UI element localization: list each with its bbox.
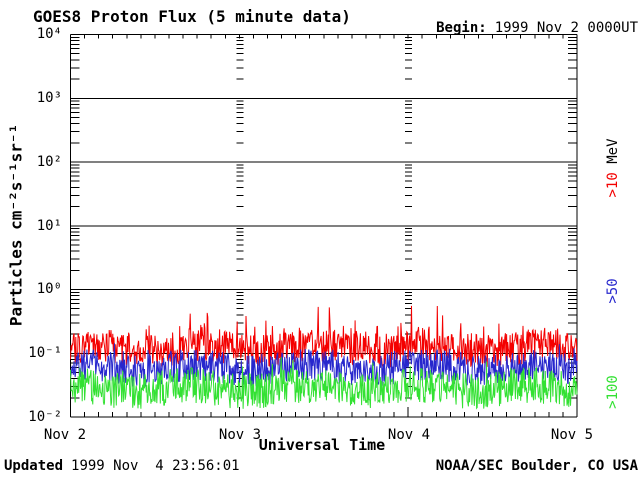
y-tick-label-1e-1: 10⁻¹ xyxy=(28,345,62,361)
series-label-gt10: >10 MeV xyxy=(605,138,621,197)
x-tick-label-nov3: Nov 3 xyxy=(218,427,262,443)
y-tick-label-1e4: 10⁴ xyxy=(36,26,62,42)
series-line-0-10mev xyxy=(70,305,578,369)
y-tick-label-1e2: 10² xyxy=(36,154,62,170)
chart-title: GOES8 Proton Flux (5 minute data) xyxy=(33,7,351,26)
series-line-1-50mev xyxy=(70,343,578,387)
y-tick-label-1e-2: 10⁻² xyxy=(28,409,62,425)
credit-text: NOAA/SEC Boulder, CO USA xyxy=(435,458,638,474)
x-tick-label-nov4: Nov 4 xyxy=(387,427,431,443)
updated-timestamp: Updated 1999 Nov 4 23:56:01 xyxy=(4,458,240,474)
series-label-gt10-value: >10 xyxy=(605,172,621,198)
begin-timestamp: Begin: 1999 Nov 2 0000UT xyxy=(436,20,638,36)
y-axis-title: Particles cm⁻²s⁻¹sr⁻¹ xyxy=(6,123,26,327)
updated-value: 1999 Nov 4 23:56:01 xyxy=(71,458,240,474)
x-tick-label-nov2: Nov 2 xyxy=(43,427,87,443)
series-label-gt100-value: >100 xyxy=(605,375,621,409)
series-label-gt50-value: >50 xyxy=(605,278,621,304)
begin-label: Begin: xyxy=(436,20,487,36)
y-tick-label-1e1: 10¹ xyxy=(36,218,62,234)
begin-value: 1999 Nov 2 0000UT xyxy=(494,20,638,36)
updated-label: Updated xyxy=(4,458,64,474)
y-tick-label-1e3: 10³ xyxy=(36,90,62,106)
series-label-gt50: >50 xyxy=(605,278,621,303)
x-tick-label-nov5: Nov 5 xyxy=(550,427,594,443)
y-tick-label-1e0: 10⁰ xyxy=(36,281,62,297)
series-line-2-100mev xyxy=(70,357,578,410)
series-label-gt10-unit: MeV xyxy=(605,138,621,173)
series-label-gt100: >100 xyxy=(605,375,621,409)
x-axis-title: Universal Time xyxy=(258,436,386,454)
